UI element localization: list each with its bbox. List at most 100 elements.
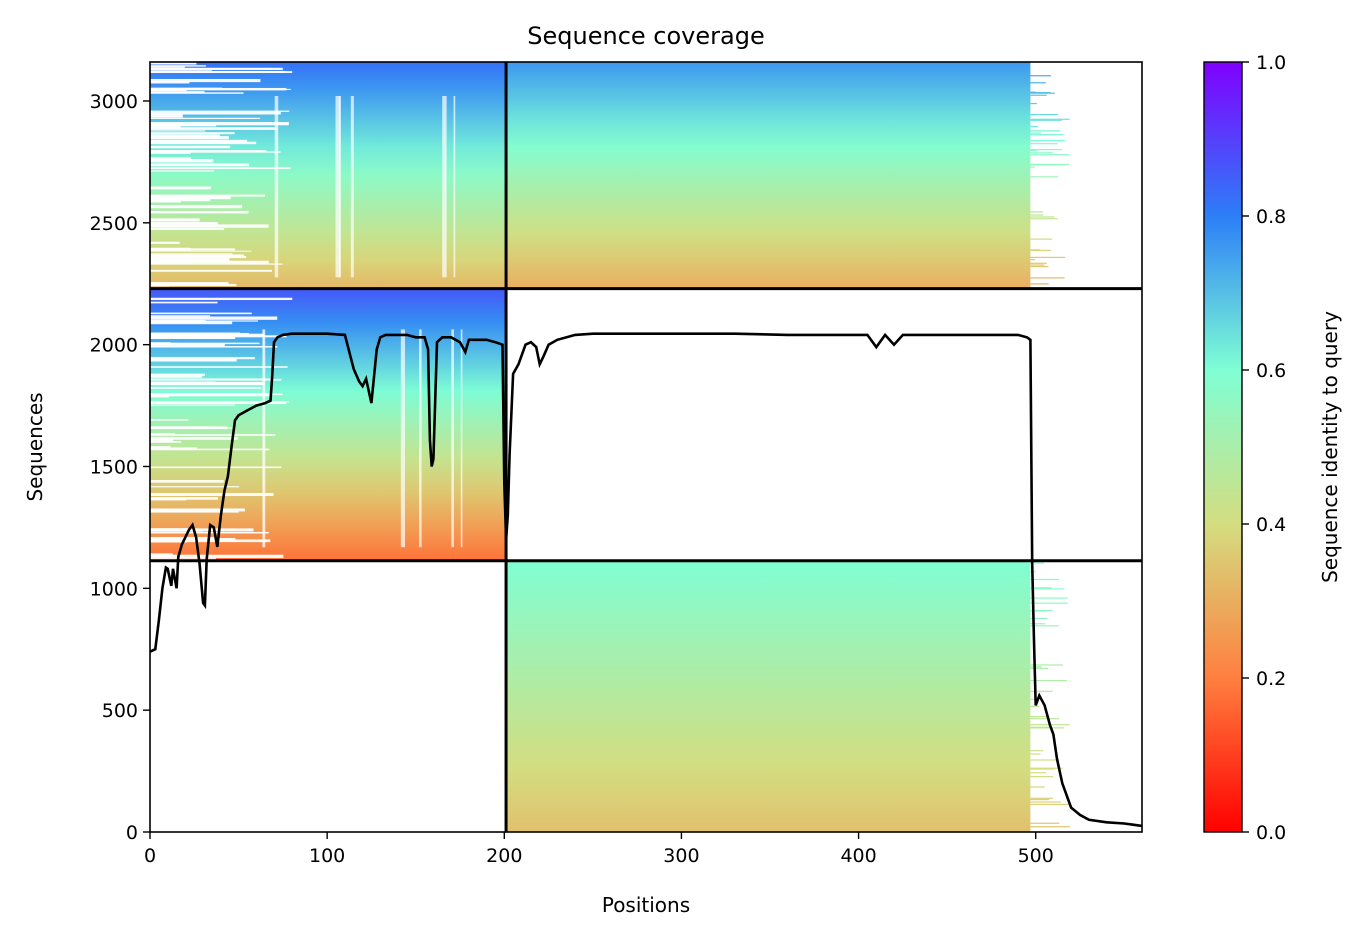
coverage-tail xyxy=(1030,767,1063,769)
coverage-gap xyxy=(150,558,216,561)
coverage-gap xyxy=(150,114,183,118)
coverage-tail xyxy=(1030,705,1040,708)
coverage-gap xyxy=(150,321,233,325)
coverage-gap xyxy=(150,381,265,386)
coverage-tail xyxy=(1030,716,1038,718)
coverage-tail xyxy=(1030,786,1045,788)
coverage-tail xyxy=(1030,218,1058,220)
coverage-gap xyxy=(150,70,286,73)
coverage-gap xyxy=(150,91,205,94)
coverage-gap xyxy=(460,329,463,548)
plot-frame xyxy=(149,61,1143,833)
coverage-gap xyxy=(150,283,237,286)
coverage-gap xyxy=(150,269,272,272)
coverage-gap xyxy=(150,157,191,160)
coverage-gap xyxy=(150,486,240,488)
y-axis-ticks: 0 500 1000 1500 2000 2500 3000 xyxy=(90,91,150,844)
coverage-tail xyxy=(1030,715,1050,718)
coverage-gap xyxy=(400,329,406,548)
coverage-gap xyxy=(150,167,291,170)
colorbar-tick-label: 1.0 xyxy=(1256,52,1286,74)
coverage-gap xyxy=(150,150,195,152)
coverage-gap xyxy=(150,127,278,130)
coverage-gap xyxy=(150,81,190,84)
coverage-tail xyxy=(1030,597,1068,599)
coverage-gap xyxy=(150,110,290,112)
coverage-gap xyxy=(150,393,283,396)
colorbar-tick-label: 0.8 xyxy=(1256,206,1286,228)
coverage-gap xyxy=(150,333,264,336)
coverage-tail xyxy=(1030,264,1045,266)
y-tick-label: 3000 xyxy=(90,91,138,113)
coverage-gap xyxy=(150,67,283,71)
coverage-gap xyxy=(150,440,181,443)
coverage-tail xyxy=(1030,753,1041,755)
coverage-gap xyxy=(150,510,239,513)
coverage-gap xyxy=(150,508,170,512)
coverage-tail xyxy=(1030,265,1049,268)
coverage-tail xyxy=(1030,143,1058,145)
coverage-gap xyxy=(150,427,234,429)
coverage-gap xyxy=(150,218,200,222)
coverage-tail xyxy=(1030,610,1047,612)
x-tick-label: 200 xyxy=(486,845,522,867)
colorbar-label: Sequence identity to query xyxy=(1318,311,1342,583)
coverage-gap xyxy=(335,95,340,278)
y-tick-label: 1000 xyxy=(90,578,138,600)
coverage-gap xyxy=(150,434,276,436)
coverage-gap xyxy=(150,316,278,320)
coverage-tail xyxy=(1030,249,1051,252)
coverage-tail xyxy=(1030,679,1067,682)
coverage-gap xyxy=(150,150,267,153)
coverage-gap xyxy=(150,342,225,347)
coverage-gap xyxy=(150,210,249,214)
coverage-gap xyxy=(150,79,261,83)
coverage-gap xyxy=(150,283,170,287)
coverage-gap xyxy=(150,186,211,190)
coverage-tail xyxy=(1030,119,1062,121)
coverage-gap xyxy=(150,70,212,72)
coverage-tail xyxy=(1030,75,1051,77)
coverage-gap xyxy=(150,132,235,135)
coverage-block xyxy=(506,560,1031,832)
coverage-gap xyxy=(150,386,261,389)
coverage-tail xyxy=(1030,801,1061,803)
block-boundaries xyxy=(150,62,1142,832)
coverage-tail xyxy=(1030,211,1043,213)
coverage-gap xyxy=(150,227,225,230)
coverage-tail xyxy=(1030,726,1052,728)
coverage-gap xyxy=(150,117,261,119)
colorbar-tick-label: 0.6 xyxy=(1256,360,1286,382)
x-axis-label: Positions xyxy=(602,893,690,917)
coverage-tail xyxy=(1030,114,1037,116)
coverage-gap xyxy=(150,539,271,543)
coverage-gap xyxy=(150,141,226,144)
coverage-tail xyxy=(1030,132,1042,134)
coverage-gap xyxy=(150,396,169,398)
coverage-gap xyxy=(150,346,278,348)
coverage-gap xyxy=(150,336,236,340)
colorbar-frame xyxy=(1203,61,1243,833)
coverage-tail xyxy=(1030,690,1053,692)
coverage-gap xyxy=(150,357,255,360)
coverage-gap xyxy=(150,134,220,138)
coverage-gap xyxy=(150,554,284,558)
coverage-tail xyxy=(1030,798,1050,801)
coverage-tail xyxy=(1030,826,1070,828)
coverage-gap xyxy=(150,199,181,203)
coverage-tail xyxy=(1030,113,1058,116)
coverage-gap xyxy=(150,301,218,304)
coverage-gap xyxy=(150,87,222,90)
coverage-line xyxy=(150,332,1142,828)
colorbar-tick-label: 0.0 xyxy=(1256,822,1286,844)
coverage-tail xyxy=(1030,130,1061,132)
coverage-tail xyxy=(1030,149,1038,151)
coverage-gap xyxy=(150,88,187,92)
coverage-tail xyxy=(1030,803,1069,806)
coverage-gap xyxy=(150,528,254,532)
coverage-tail xyxy=(1030,82,1046,84)
coverage-tail xyxy=(1030,140,1066,142)
x-axis-ticks: 0 100 200 300 400 500 xyxy=(144,832,1054,867)
coverage-gap xyxy=(150,130,206,132)
